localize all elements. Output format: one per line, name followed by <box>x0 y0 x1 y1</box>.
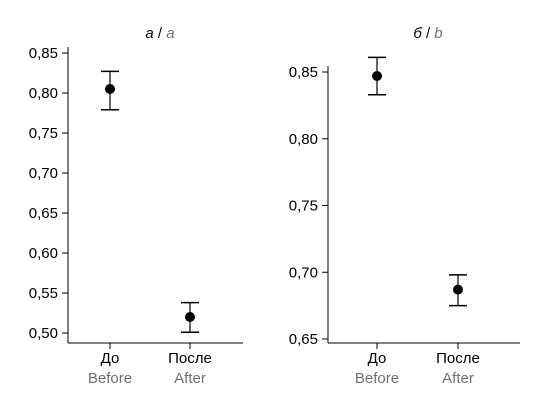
x-category-label-en: After <box>174 370 206 387</box>
y-tick-label: 0,50 <box>29 325 58 342</box>
panel-title-en: a <box>166 25 174 42</box>
panel-title-ru: а <box>145 25 153 42</box>
y-tick-label: 0,70 <box>29 165 58 182</box>
x-category-label-ru: После <box>436 350 480 367</box>
panel-title: б / b <box>413 25 442 42</box>
panel-title: а / a <box>145 25 174 42</box>
x-category-label-en: After <box>442 370 474 387</box>
data-point <box>185 312 195 322</box>
y-tick-label: 0,85 <box>289 64 318 81</box>
data-point <box>453 284 463 295</box>
y-tick-label: 0,65 <box>289 331 318 348</box>
chart-panel-1: 0,50 0,55 0,60 0,65 0,70 0,75 0,80 0,85 До Before… <box>29 25 243 387</box>
x-category-label-en: Before <box>355 370 399 387</box>
y-tick-label: 0,85 <box>29 45 58 62</box>
x-category-label-ru: До <box>368 350 387 367</box>
x-category-label-en: Before <box>88 370 132 387</box>
data-point <box>105 84 115 94</box>
y-tick-label: 0,75 <box>29 125 58 142</box>
y-tick-label: 0,70 <box>289 264 318 281</box>
y-tick-label: 0,80 <box>29 85 58 102</box>
panel-title-ru: б <box>413 25 422 42</box>
y-tick-label: 0,80 <box>289 131 318 148</box>
panel-title-separator: / <box>154 25 167 42</box>
data-point <box>372 71 382 82</box>
x-category-label-ru: До <box>101 350 120 367</box>
panel-title-en: b <box>434 25 442 42</box>
panel-title-separator: / <box>422 25 435 42</box>
y-tick-label: 0,75 <box>289 198 318 215</box>
y-tick-label: 0,65 <box>29 205 58 222</box>
y-tick-label: 0,60 <box>29 245 58 262</box>
y-tick-label: 0,55 <box>29 285 58 302</box>
chart-panel-2: 0,65 0,70 0,75 0,80 0,85 До Before После After б … <box>289 25 520 387</box>
x-category-label-ru: После <box>168 350 212 367</box>
